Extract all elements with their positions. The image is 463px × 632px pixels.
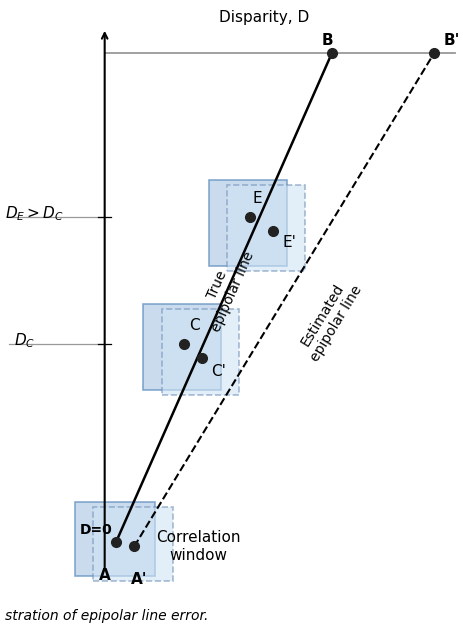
Text: E': E' bbox=[282, 236, 295, 250]
Bar bbox=[143, 303, 220, 391]
Text: $D_C$: $D_C$ bbox=[14, 331, 35, 350]
Text: Disparity, D: Disparity, D bbox=[218, 10, 308, 25]
Text: C': C' bbox=[211, 364, 226, 379]
Text: B': B' bbox=[443, 33, 459, 48]
Text: $D_E$$>$$D_C$: $D_E$$>$$D_C$ bbox=[5, 205, 63, 223]
Bar bbox=[161, 308, 238, 395]
Text: A: A bbox=[99, 568, 110, 583]
Bar bbox=[209, 179, 286, 267]
Text: C: C bbox=[188, 318, 199, 332]
Bar bbox=[75, 502, 154, 576]
Bar bbox=[93, 507, 173, 581]
Text: B: B bbox=[321, 33, 332, 48]
Text: stration of epipolar line error.: stration of epipolar line error. bbox=[5, 609, 207, 623]
Text: Correlation
window: Correlation window bbox=[155, 530, 240, 562]
Text: True
epipolar line: True epipolar line bbox=[194, 243, 256, 334]
Bar bbox=[227, 185, 304, 271]
Text: E: E bbox=[252, 191, 262, 206]
Text: A': A' bbox=[130, 573, 147, 587]
Text: Estimated
epipolar line: Estimated epipolar line bbox=[294, 274, 364, 364]
Text: D=0: D=0 bbox=[80, 523, 112, 537]
